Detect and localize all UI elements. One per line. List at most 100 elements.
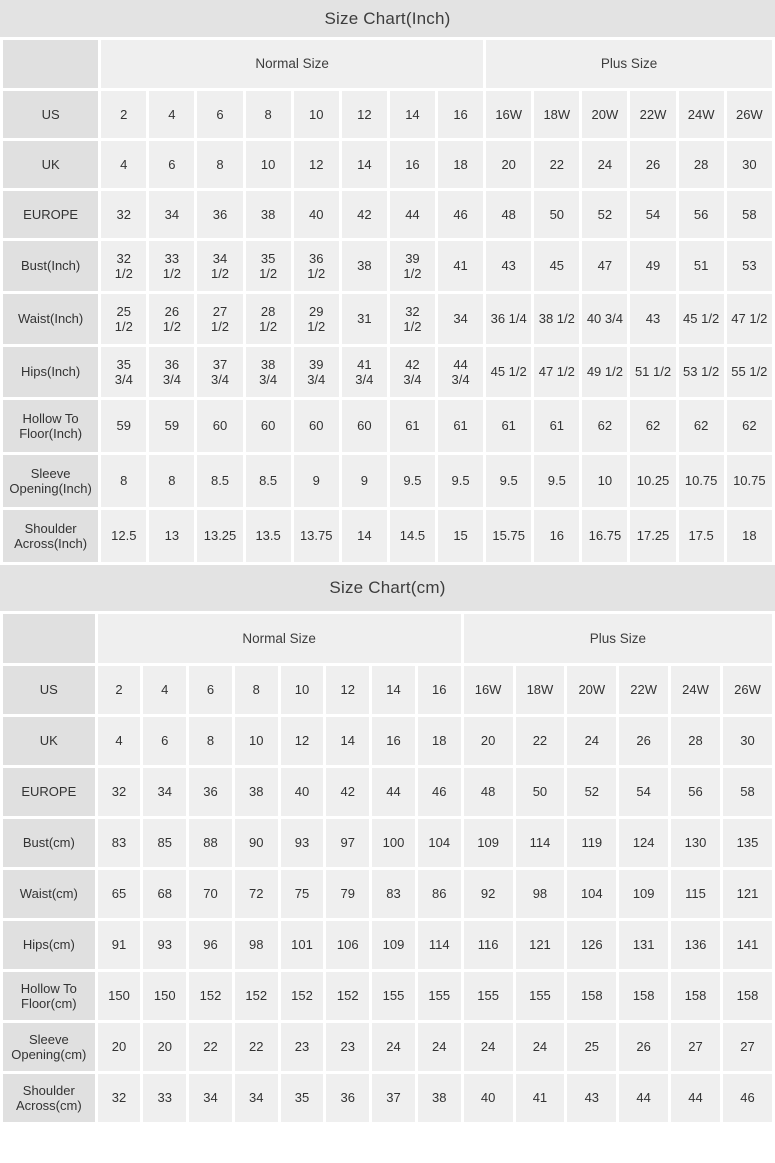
cell-uk-11: 26: [619, 717, 669, 765]
cell-europe-7: 46: [417, 768, 461, 816]
cell-sleeve-opening-cm-0: 20: [97, 1023, 141, 1071]
cell-waist-inch-13: 47 1/2: [726, 294, 772, 344]
cell-hollow-to-floor-cm-10: 158: [567, 972, 617, 1020]
cell-bust-cm-13: 135: [722, 819, 772, 867]
cell-europe-2: 36: [189, 768, 232, 816]
cell-europe-6: 44: [372, 768, 415, 816]
table-row: Sleeve Opening(cm) 20 20 22 22 23 23 24 24 24 24 25 2…: [3, 1023, 772, 1071]
cell-hollow-to-floor-inch-5: 60: [341, 400, 387, 452]
group-header-normal-size: Normal Size: [97, 614, 461, 663]
cell-hollow-to-floor-inch-10: 62: [582, 400, 628, 452]
cell-waist-cm-7: 86: [417, 870, 461, 918]
cell-shoulder-across-cm-0: 32: [97, 1074, 141, 1122]
cell-hollow-to-floor-cm-12: 158: [671, 972, 720, 1020]
cell-sleeve-opening-cm-6: 24: [372, 1023, 415, 1071]
cell-europe-9: 50: [515, 768, 565, 816]
cell-sleeve-opening-inch-5: 9: [341, 455, 387, 507]
table-row: Bust(cm) 83 85 88 90 93 97 100 104 109 114 119 124 13…: [3, 819, 772, 867]
table-row: Hollow To Floor(cm) 150 150 152 152 152 152 155 1…: [3, 972, 772, 1020]
row-label-hips-inch: Hips(Inch): [3, 347, 99, 397]
size-chart-cm-table: Normal Size Plus Size US 2 4 6 8 10 12 14 16 16W 18W…: [0, 611, 775, 1125]
cell-sleeve-opening-inch-8: 9.5: [486, 455, 532, 507]
row-label-bust-inch: Bust(Inch): [3, 241, 99, 291]
cell-bust-cm-0: 83: [97, 819, 141, 867]
row-label-hollow-to-floor-inch: Hollow To Floor(Inch): [3, 400, 99, 452]
cell-uk-1: 6: [143, 717, 187, 765]
cell-europe-3: 38: [245, 191, 291, 238]
cell-shoulder-across-inch-0: 12.5: [101, 510, 147, 562]
cell-shoulder-across-inch-9: 16: [534, 510, 580, 562]
cell-waist-inch-1: 26 1/2: [149, 294, 195, 344]
cell-shoulder-across-inch-7: 15: [438, 510, 484, 562]
cell-shoulder-across-cm-12: 44: [671, 1074, 720, 1122]
row-label-sleeve-opening-cm: Sleeve Opening(cm): [3, 1023, 95, 1071]
cell-us-9: 18W: [515, 666, 565, 714]
cell-europe-11: 54: [630, 191, 676, 238]
table-row: Sleeve Opening(Inch) 8 8 8.5 8.5 9 9 9.5 9.5 9.5 9.…: [3, 455, 772, 507]
cell-hips-cm-1: 93: [143, 921, 187, 969]
cell-us-0: 2: [97, 666, 141, 714]
cell-uk-3: 10: [245, 141, 291, 188]
cell-us-7: 16: [438, 91, 484, 138]
table-row: Bust(Inch) 32 1/2 33 1/2 34 1/2 35 1/2 36 1/2 38 39 1…: [3, 241, 772, 291]
cell-europe-13: 58: [726, 191, 772, 238]
cell-us-10: 20W: [582, 91, 628, 138]
cell-shoulder-across-cm-13: 46: [722, 1074, 772, 1122]
cell-europe-13: 58: [722, 768, 772, 816]
cell-waist-inch-5: 31: [341, 294, 387, 344]
cell-us-7: 16: [417, 666, 461, 714]
row-label-uk: UK: [3, 141, 99, 188]
group-header-row: Normal Size Plus Size: [3, 40, 772, 88]
cell-bust-inch-9: 45: [534, 241, 580, 291]
cell-hollow-to-floor-cm-11: 158: [619, 972, 669, 1020]
cell-us-11: 22W: [630, 91, 676, 138]
cell-us-2: 6: [189, 666, 232, 714]
cell-shoulder-across-cm-4: 35: [280, 1074, 324, 1122]
cell-hips-inch-0: 35 3/4: [101, 347, 147, 397]
cell-uk-12: 28: [678, 141, 724, 188]
cell-shoulder-across-cm-11: 44: [619, 1074, 669, 1122]
cell-europe-0: 32: [97, 768, 141, 816]
cell-bust-inch-10: 47: [582, 241, 628, 291]
cell-uk-9: 22: [515, 717, 565, 765]
cell-us-6: 14: [372, 666, 415, 714]
cell-us-10: 20W: [567, 666, 617, 714]
size-chart-page: Size Chart(Inch) Normal Size Plus Size US 2…: [0, 0, 775, 1125]
cell-europe-4: 40: [293, 191, 339, 238]
cell-us-4: 10: [280, 666, 324, 714]
cell-shoulder-across-inch-5: 14: [341, 510, 387, 562]
cell-hips-inch-3: 38 3/4: [245, 347, 291, 397]
cell-hollow-to-floor-inch-4: 60: [293, 400, 339, 452]
cell-waist-cm-2: 70: [189, 870, 232, 918]
table-row: EUROPE 32 34 36 38 40 42 44 46 48 50 52 54 56 58: [3, 191, 772, 238]
cell-hollow-to-floor-inch-9: 61: [534, 400, 580, 452]
row-label-shoulder-across-inch: Shoulder Across(Inch): [3, 510, 99, 562]
cell-hips-cm-8: 116: [463, 921, 513, 969]
cell-bust-inch-3: 35 1/2: [245, 241, 291, 291]
cell-waist-cm-5: 79: [326, 870, 370, 918]
cell-uk-0: 4: [97, 717, 141, 765]
cell-sleeve-opening-inch-12: 10.75: [678, 455, 724, 507]
cell-europe-9: 50: [534, 191, 580, 238]
cell-hips-inch-2: 37 3/4: [197, 347, 243, 397]
cell-sleeve-opening-cm-1: 20: [143, 1023, 187, 1071]
cell-europe-8: 48: [486, 191, 532, 238]
cell-hips-inch-4: 39 3/4: [293, 347, 339, 397]
cell-sleeve-opening-inch-11: 10.25: [630, 455, 676, 507]
cell-hollow-to-floor-inch-1: 59: [149, 400, 195, 452]
cell-hips-inch-13: 55 1/2: [726, 347, 772, 397]
cell-waist-inch-10: 40 3/4: [582, 294, 628, 344]
table-row: US 2 4 6 8 10 12 14 16 16W 18W 20W 22W 24W 26W: [3, 666, 772, 714]
cell-sleeve-opening-inch-1: 8: [149, 455, 195, 507]
cell-shoulder-across-cm-6: 37: [372, 1074, 415, 1122]
size-chart-inch-title: Size Chart(Inch): [0, 0, 775, 37]
cell-hips-cm-13: 141: [722, 921, 772, 969]
cell-shoulder-across-inch-3: 13.5: [245, 510, 291, 562]
cell-shoulder-across-cm-5: 36: [326, 1074, 370, 1122]
row-label-sleeve-opening-inch: Sleeve Opening(Inch): [3, 455, 99, 507]
cell-bust-cm-11: 124: [619, 819, 669, 867]
cell-bust-inch-7: 41: [438, 241, 484, 291]
cell-hollow-to-floor-cm-9: 155: [515, 972, 565, 1020]
cell-us-6: 14: [389, 91, 435, 138]
cell-shoulder-across-inch-6: 14.5: [389, 510, 435, 562]
